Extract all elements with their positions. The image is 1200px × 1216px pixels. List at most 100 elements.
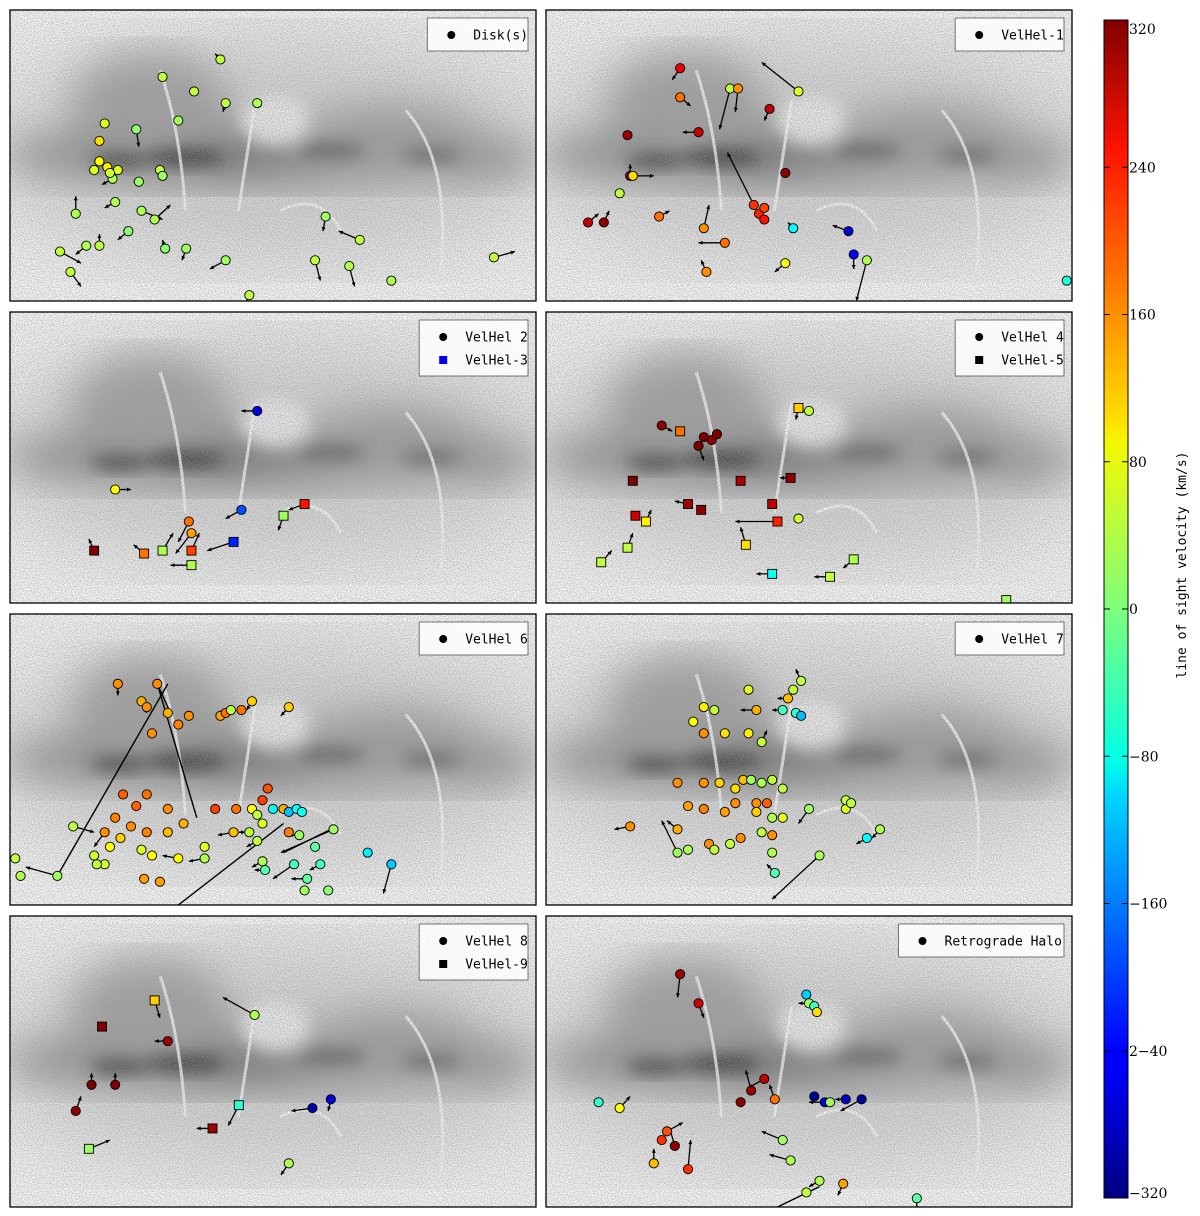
colorbar-tick-label: 0 bbox=[1129, 602, 1138, 618]
vector-arrowhead bbox=[25, 866, 31, 871]
star-marker-circle bbox=[178, 818, 189, 829]
vector-arrowhead bbox=[97, 234, 102, 239]
star-marker-circle bbox=[856, 1094, 867, 1105]
vector-arrowhead bbox=[772, 708, 777, 712]
sky-map-background bbox=[518, 916, 1099, 1207]
star-marker-circle bbox=[782, 693, 794, 704]
star-marker-circle bbox=[843, 226, 854, 237]
star-marker-square bbox=[675, 426, 686, 437]
vector-arrowhead bbox=[837, 1190, 842, 1196]
star-marker-circle bbox=[777, 812, 788, 823]
star-marker-circle bbox=[310, 841, 321, 852]
vector-arrowhead bbox=[795, 669, 800, 674]
star-marker-square bbox=[696, 504, 707, 515]
star-marker-square bbox=[1001, 595, 1012, 603]
star-marker-circle bbox=[86, 1079, 97, 1090]
legend-box bbox=[426, 17, 529, 52]
star-marker-circle bbox=[244, 827, 255, 838]
proper-motion-line bbox=[56, 683, 169, 877]
vector-arrowhead bbox=[628, 164, 633, 169]
star-marker-circle bbox=[814, 850, 825, 861]
star-marker-circle bbox=[735, 1097, 746, 1108]
star-marker-circle bbox=[840, 1094, 851, 1105]
vector-arrowhead bbox=[510, 250, 515, 255]
star-marker-circle bbox=[730, 798, 741, 809]
star-marker-circle bbox=[99, 118, 110, 129]
vector-arrowhead bbox=[665, 210, 670, 215]
star-marker-square bbox=[207, 1123, 218, 1134]
panel-markers bbox=[70, 995, 336, 1176]
vector-arrowhead bbox=[780, 475, 785, 480]
star-marker-circle bbox=[283, 702, 294, 713]
vector-arrowhead bbox=[682, 130, 687, 135]
star-marker-circle bbox=[746, 1085, 757, 1096]
star-marker-circle bbox=[777, 1135, 788, 1146]
legend-marker-circle bbox=[439, 937, 448, 945]
vector-arrowhead bbox=[126, 487, 131, 492]
colorbar-label: line of sight velocity (km/s) bbox=[1175, 452, 1190, 679]
star-marker-circle bbox=[252, 835, 263, 847]
vector-arrowhead bbox=[764, 116, 768, 121]
vector-arrowhead bbox=[161, 239, 166, 245]
vector-arrowhead bbox=[209, 265, 215, 269]
panel-legend: VelHel 2 VelHel-3 bbox=[418, 319, 529, 377]
proper-motion-vector bbox=[718, 88, 731, 130]
star-marker-circle bbox=[654, 211, 665, 222]
star-marker-circle bbox=[874, 824, 886, 835]
star-marker-circle bbox=[139, 873, 150, 884]
vector-arrowhead bbox=[739, 527, 744, 532]
proper-motion-line bbox=[156, 683, 198, 818]
star-marker-circle bbox=[173, 719, 184, 730]
panel-frame bbox=[545, 311, 1073, 604]
vector-arrowhead bbox=[594, 213, 599, 218]
star-marker-circle bbox=[210, 803, 221, 815]
sky-map-background bbox=[0, 614, 563, 905]
vector-arrowhead bbox=[733, 107, 738, 112]
star-marker-circle bbox=[675, 63, 686, 74]
proper-motion-vector bbox=[280, 828, 334, 854]
star-marker-square bbox=[157, 545, 168, 556]
star-marker-circle bbox=[91, 859, 102, 870]
star-marker-circle bbox=[780, 258, 791, 269]
vector-arrowhead bbox=[104, 204, 110, 208]
star-marker-square bbox=[793, 403, 804, 413]
vector-arrowhead bbox=[115, 691, 120, 696]
vector-arrowhead bbox=[769, 1153, 774, 1158]
star-marker-circle bbox=[70, 208, 81, 219]
star-marker-circle bbox=[118, 789, 129, 800]
star-marker-circle bbox=[162, 1036, 173, 1047]
star-marker-circle bbox=[386, 859, 397, 870]
star-marker-circle bbox=[767, 847, 778, 858]
star-marker-circle bbox=[110, 1079, 121, 1090]
star-marker-circle bbox=[220, 255, 231, 266]
vector-arrowhead bbox=[832, 224, 838, 229]
legend-box bbox=[418, 319, 529, 377]
vector-arrowhead bbox=[667, 427, 673, 432]
vector-arrowhead bbox=[73, 196, 78, 201]
vector-arrowhead bbox=[156, 1013, 161, 1018]
vector-arrowhead bbox=[814, 574, 819, 579]
star-marker-circle bbox=[54, 246, 66, 257]
vector-arrowhead bbox=[835, 1097, 840, 1102]
star-marker-circle bbox=[94, 135, 105, 146]
colorbar-tick-label: −80 bbox=[1129, 749, 1159, 765]
vector-arrowhead bbox=[162, 854, 167, 859]
star-marker-circle bbox=[743, 728, 754, 739]
legend-label: Retrograde Halo bbox=[945, 935, 1062, 950]
vector-arrowhead bbox=[763, 730, 768, 735]
vector-arrowhead bbox=[277, 525, 282, 531]
proper-motion-vector bbox=[855, 260, 868, 301]
vector-arrowhead bbox=[251, 863, 257, 868]
star-marker-square bbox=[83, 1143, 94, 1154]
legend-box bbox=[954, 319, 1065, 377]
star-marker-circle bbox=[801, 989, 812, 1000]
vector-arrowhead bbox=[321, 226, 326, 232]
star-marker-circle bbox=[294, 830, 305, 841]
star-marker-circle bbox=[244, 290, 255, 301]
star-marker-circle bbox=[189, 86, 200, 97]
star-marker-circle bbox=[146, 850, 158, 861]
star-marker-circle bbox=[70, 1105, 81, 1117]
legend-label: Disk(s) bbox=[473, 29, 528, 44]
vector-arrowhead bbox=[688, 1140, 693, 1145]
star-marker-circle bbox=[767, 812, 778, 823]
